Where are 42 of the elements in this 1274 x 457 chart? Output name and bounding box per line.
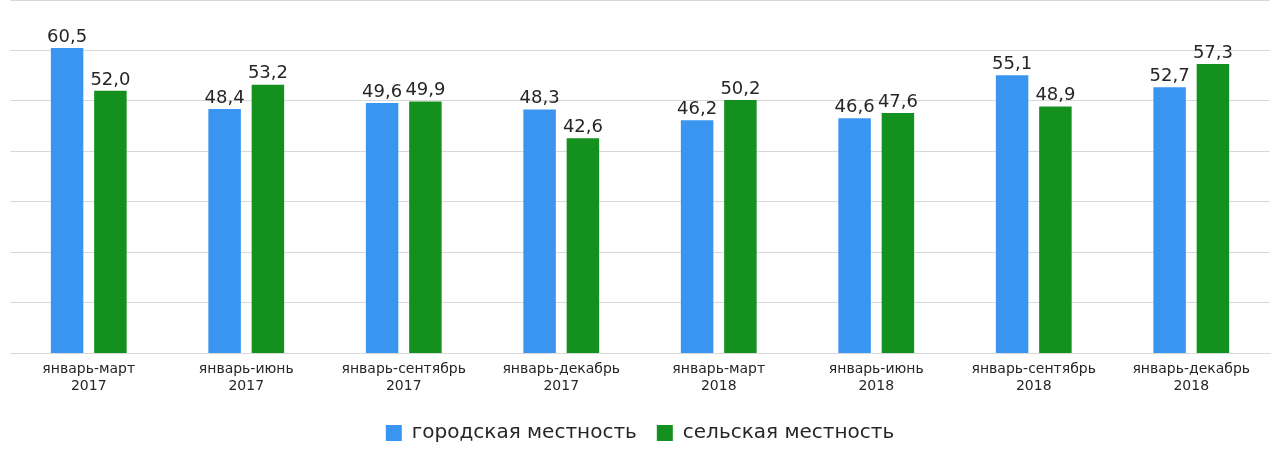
data-label: 42,6 bbox=[562, 115, 603, 136]
data-label: 46,6 bbox=[834, 94, 875, 116]
bar bbox=[1153, 87, 1186, 353]
bar bbox=[1196, 64, 1230, 353]
bar bbox=[1039, 106, 1072, 353]
bar bbox=[208, 109, 241, 353]
x-tick-label: январь-декабрь 2017 bbox=[502, 360, 621, 394]
bar bbox=[365, 102, 399, 353]
data-label: 50,2 bbox=[720, 76, 761, 98]
x-tick-label: январь-сентябрь 2017 bbox=[341, 360, 466, 394]
bar bbox=[409, 101, 442, 353]
x-tick-label: январь-июнь 2017 bbox=[198, 360, 294, 394]
legend-label: городская местность bbox=[411, 419, 637, 444]
data-label: 57,3 bbox=[1192, 40, 1233, 62]
x-tick-label: январь-март 2018 bbox=[672, 360, 766, 394]
legend-label: сельская местность bbox=[682, 419, 895, 444]
data-label: 47,6 bbox=[877, 89, 918, 111]
data-label: 48,4 bbox=[204, 85, 245, 107]
bar bbox=[881, 113, 915, 353]
x-tick-label: январь-декабрь 2018 bbox=[1132, 360, 1251, 394]
bar bbox=[94, 90, 127, 353]
x-tick-label: январь-март 2017 bbox=[42, 360, 136, 394]
bar bbox=[838, 118, 871, 353]
data-label: 46,2 bbox=[677, 96, 718, 118]
bar bbox=[566, 138, 600, 353]
data-label: 49,6 bbox=[362, 79, 403, 101]
x-tick-label: январь-сентябрь 2018 bbox=[971, 360, 1096, 394]
bar bbox=[995, 75, 1029, 353]
bar bbox=[523, 109, 556, 353]
data-label: 60,5 bbox=[47, 24, 88, 46]
data-label: 48,9 bbox=[1035, 83, 1076, 105]
data-label: 48,3 bbox=[519, 86, 560, 108]
data-label: 53,2 bbox=[247, 61, 288, 83]
bar bbox=[251, 84, 285, 353]
bar bbox=[724, 99, 757, 353]
data-label: 49,9 bbox=[405, 78, 446, 100]
bar bbox=[50, 47, 84, 353]
data-label: 52,0 bbox=[90, 67, 131, 89]
data-label: 55,1 bbox=[992, 51, 1033, 73]
bar bbox=[680, 120, 714, 353]
data-label: 52,7 bbox=[1149, 64, 1190, 86]
x-tick-label: январь-июнь 2018 bbox=[828, 360, 924, 394]
